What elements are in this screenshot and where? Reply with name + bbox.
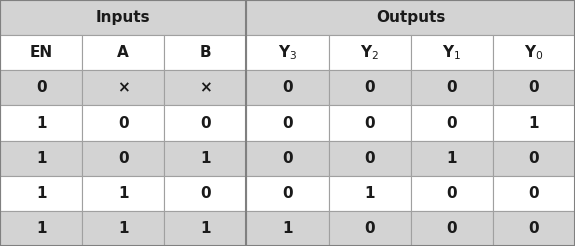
Text: 1: 1 — [118, 221, 128, 236]
Text: $\mathbf{Y}_{3}$: $\mathbf{Y}_{3}$ — [278, 43, 297, 62]
Bar — [247, 0, 575, 35]
Bar — [164, 35, 247, 70]
Text: 1: 1 — [36, 116, 47, 130]
Text: 0: 0 — [282, 116, 293, 130]
Text: 1: 1 — [365, 186, 375, 201]
Bar — [164, 176, 247, 211]
Text: 0: 0 — [528, 151, 539, 166]
Text: ×: × — [117, 80, 129, 95]
Text: 0: 0 — [118, 116, 129, 130]
Text: Inputs: Inputs — [96, 10, 151, 25]
Text: 0: 0 — [200, 186, 210, 201]
Bar — [164, 140, 247, 176]
Bar — [328, 211, 411, 246]
Text: ×: × — [199, 80, 212, 95]
Bar — [328, 106, 411, 140]
Bar — [0, 106, 82, 140]
Bar — [164, 211, 247, 246]
Bar — [493, 70, 575, 106]
Bar — [82, 211, 164, 246]
Text: 0: 0 — [365, 151, 375, 166]
Bar — [164, 106, 247, 140]
Bar — [411, 35, 493, 70]
Bar — [0, 211, 82, 246]
Bar — [328, 140, 411, 176]
Text: 1: 1 — [118, 186, 128, 201]
Text: 1: 1 — [36, 186, 47, 201]
Bar — [247, 211, 328, 246]
Text: 1: 1 — [282, 221, 293, 236]
Text: 0: 0 — [365, 221, 375, 236]
Bar — [0, 70, 82, 106]
Bar — [493, 176, 575, 211]
Text: 0: 0 — [528, 221, 539, 236]
Bar — [247, 70, 328, 106]
Text: A: A — [117, 45, 129, 60]
Bar — [411, 176, 493, 211]
Bar — [328, 35, 411, 70]
Bar — [82, 176, 164, 211]
Text: 0: 0 — [282, 186, 293, 201]
Text: $\mathbf{Y}_{1}$: $\mathbf{Y}_{1}$ — [442, 43, 461, 62]
Bar — [82, 35, 164, 70]
Text: 1: 1 — [200, 221, 210, 236]
Text: 0: 0 — [118, 151, 129, 166]
Bar — [82, 140, 164, 176]
Text: 0: 0 — [36, 80, 47, 95]
Text: 1: 1 — [36, 221, 47, 236]
Bar — [247, 35, 328, 70]
Text: 1: 1 — [200, 151, 210, 166]
Text: 0: 0 — [365, 116, 375, 130]
Bar — [247, 140, 328, 176]
Text: 0: 0 — [446, 186, 457, 201]
Bar — [411, 70, 493, 106]
Bar — [411, 140, 493, 176]
Text: 0: 0 — [446, 116, 457, 130]
Bar — [493, 211, 575, 246]
Bar — [0, 0, 247, 35]
Text: $\mathbf{Y}_{2}$: $\mathbf{Y}_{2}$ — [360, 43, 379, 62]
Text: 1: 1 — [528, 116, 539, 130]
Text: 0: 0 — [446, 80, 457, 95]
Text: 0: 0 — [282, 151, 293, 166]
Bar — [0, 176, 82, 211]
Text: 1: 1 — [447, 151, 457, 166]
Text: $\mathbf{Y}_{0}$: $\mathbf{Y}_{0}$ — [524, 43, 543, 62]
Bar — [0, 35, 82, 70]
Bar — [493, 35, 575, 70]
Bar — [328, 176, 411, 211]
Bar — [0, 140, 82, 176]
Bar — [493, 106, 575, 140]
Bar — [247, 176, 328, 211]
Text: 1: 1 — [36, 151, 47, 166]
Bar — [82, 106, 164, 140]
Text: 0: 0 — [282, 80, 293, 95]
Bar — [411, 211, 493, 246]
Bar — [411, 106, 493, 140]
Bar — [328, 70, 411, 106]
Text: 0: 0 — [200, 116, 210, 130]
Text: B: B — [200, 45, 211, 60]
Bar — [82, 70, 164, 106]
Bar — [164, 70, 247, 106]
Text: 0: 0 — [446, 221, 457, 236]
Text: 0: 0 — [528, 186, 539, 201]
Text: 0: 0 — [528, 80, 539, 95]
Text: EN: EN — [29, 45, 53, 60]
Bar — [247, 106, 328, 140]
Text: Outputs: Outputs — [376, 10, 446, 25]
Bar — [493, 140, 575, 176]
Text: 0: 0 — [365, 80, 375, 95]
